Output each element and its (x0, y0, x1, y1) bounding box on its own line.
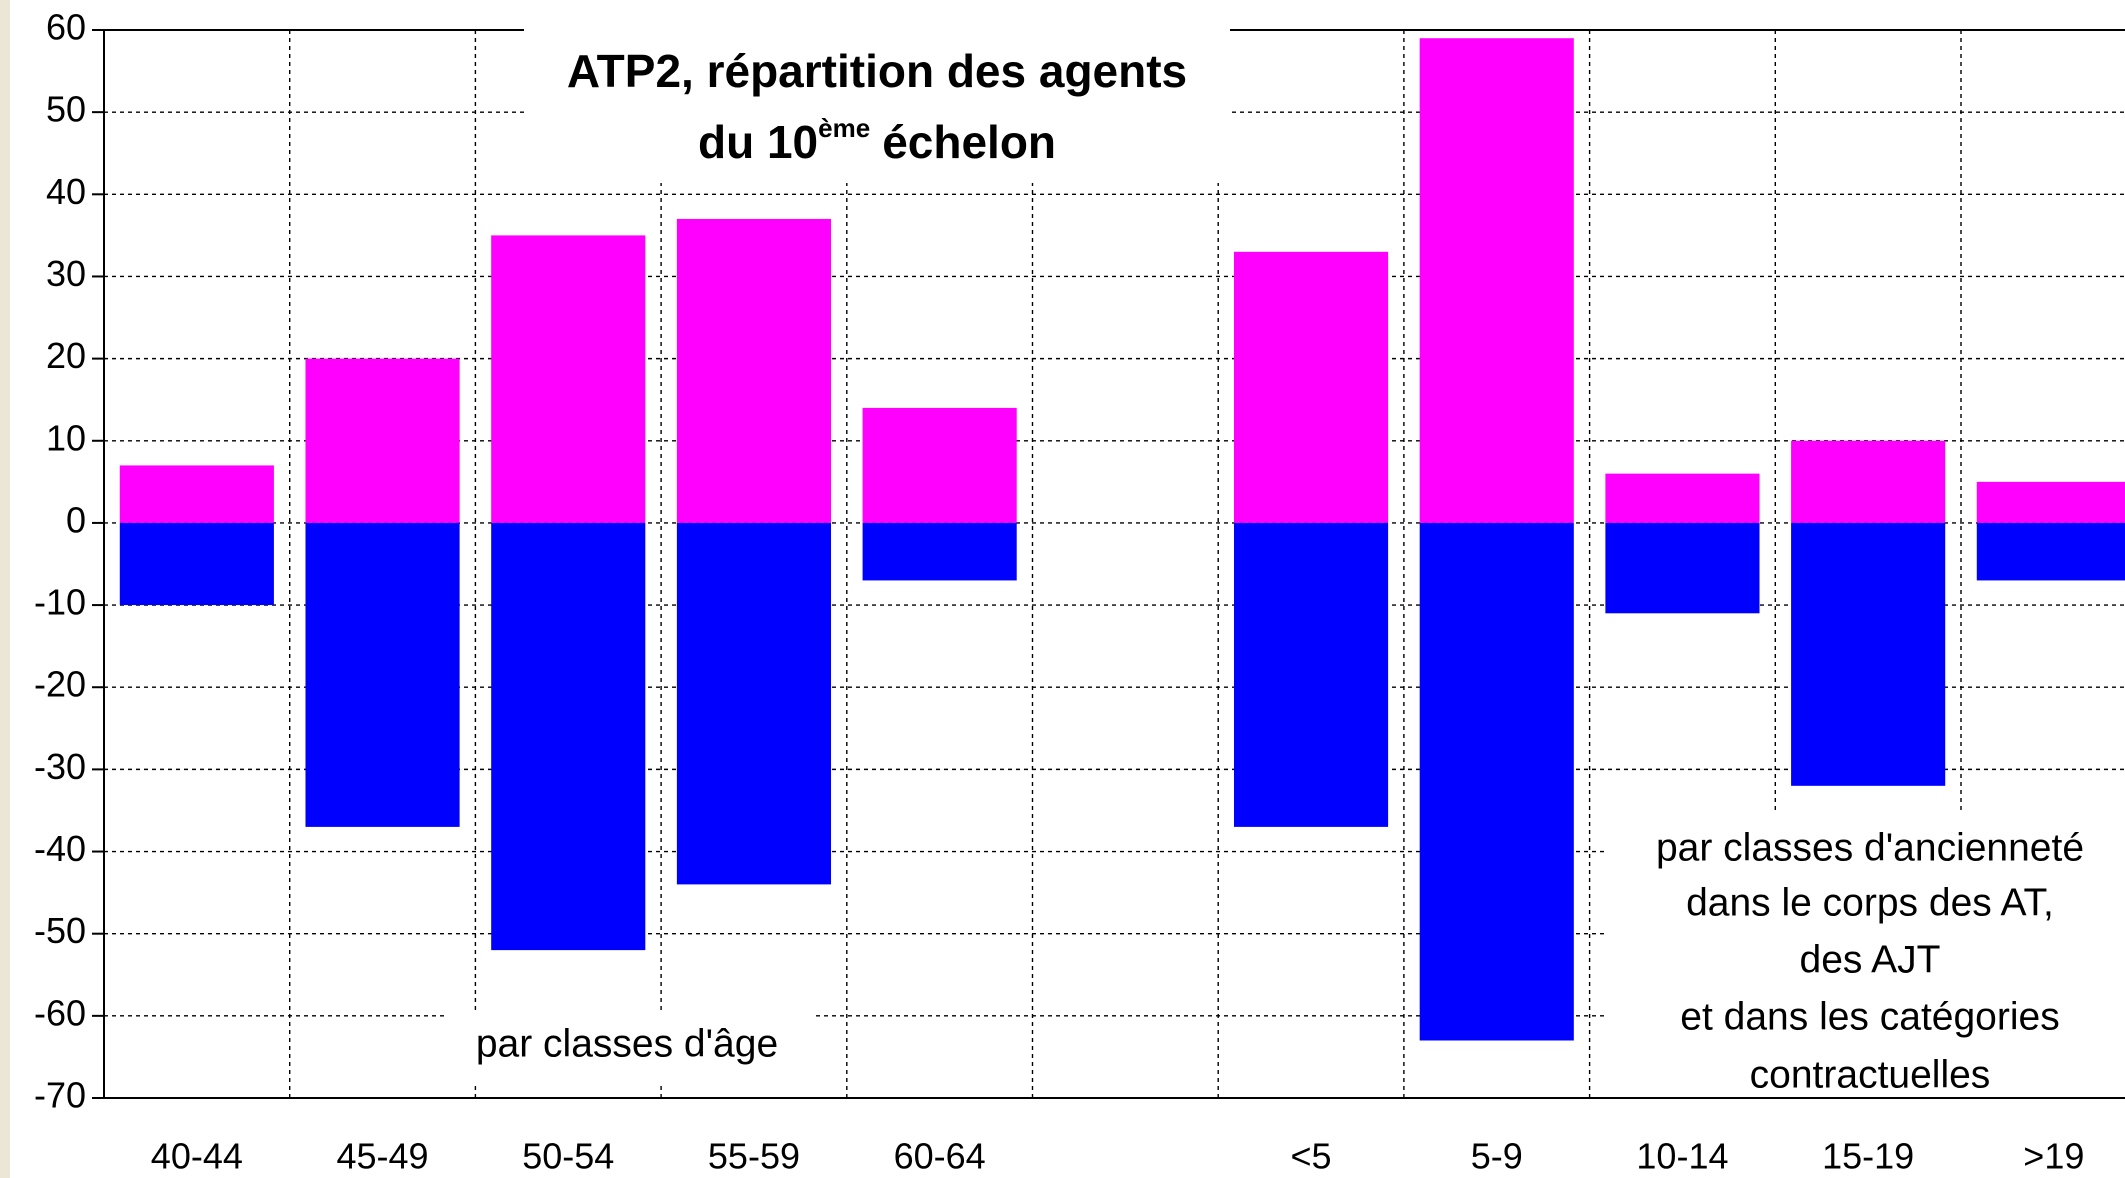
bar (305, 522, 460, 827)
bar (491, 522, 646, 951)
y-tick-label: -60 (34, 992, 86, 1033)
title-part: du 10 (698, 116, 818, 168)
y-tick-label: 0 (66, 499, 86, 540)
x-tick-label: 45-49 (337, 1136, 429, 1177)
y-tick-label: 20 (46, 335, 86, 376)
bar (1976, 522, 2125, 581)
anciennete-box (1608, 813, 2125, 1098)
y-tick-label: 60 (46, 7, 86, 48)
x-tick-label: 40-44 (151, 1136, 243, 1177)
title-box (524, 0, 1230, 183)
annotation: et dans les catégories (1680, 995, 2059, 1038)
bar (1605, 473, 1760, 523)
title-superscript: ème (818, 113, 870, 143)
bar (676, 522, 832, 885)
y-tick-label: 40 (46, 171, 86, 212)
y-tick-label: -20 (34, 664, 86, 705)
bar (1791, 440, 1946, 523)
x-tick-label: 5-9 (1471, 1136, 1523, 1177)
annotation: dans le corps des AT, (1686, 881, 2054, 924)
bar (862, 522, 1017, 581)
chart-title: du 10ème échelon (698, 113, 1056, 168)
annotation: contractuelles (1750, 1053, 1991, 1096)
age-box (447, 1010, 813, 1086)
chart-title: ATP2, répartition des agents (567, 45, 1187, 97)
x-tick-label: >19 (2023, 1136, 2084, 1177)
annotation: des AJT (1800, 938, 1941, 981)
bar (1233, 251, 1389, 523)
bar (1233, 522, 1389, 827)
y-tick-label: -30 (34, 746, 86, 787)
y-tick-label: -50 (34, 910, 86, 951)
title-part: échelon (882, 116, 1056, 168)
annotation: par classes d'âge (476, 1022, 778, 1065)
bar (305, 358, 460, 523)
bar (1976, 481, 2125, 523)
bar (1419, 38, 1574, 523)
x-tick-label: <5 (1291, 1136, 1332, 1177)
x-tick-label: 10-14 (1636, 1136, 1728, 1177)
bar (862, 407, 1017, 523)
y-tick-label: -40 (34, 828, 86, 869)
y-tick-label: -10 (34, 582, 86, 623)
y-tick-label: 50 (46, 89, 86, 130)
x-tick-label: 50-54 (522, 1136, 614, 1177)
annotation: par classes d'ancienneté (1656, 826, 2084, 869)
y-tick-label: -70 (34, 1075, 86, 1116)
x-tick-label: 55-59 (708, 1136, 800, 1177)
y-tick-label: 30 (46, 253, 86, 294)
bar (119, 522, 274, 606)
bar (491, 235, 646, 523)
left-strip (0, 0, 10, 1178)
y-tick-label: 10 (46, 417, 86, 458)
bar (119, 465, 274, 523)
x-tick-label: 15-19 (1822, 1136, 1914, 1177)
bar (1419, 522, 1574, 1041)
bar (1791, 522, 1946, 786)
x-tick-label: 60-64 (894, 1136, 986, 1177)
bar (676, 218, 832, 523)
bar (1605, 522, 1760, 614)
